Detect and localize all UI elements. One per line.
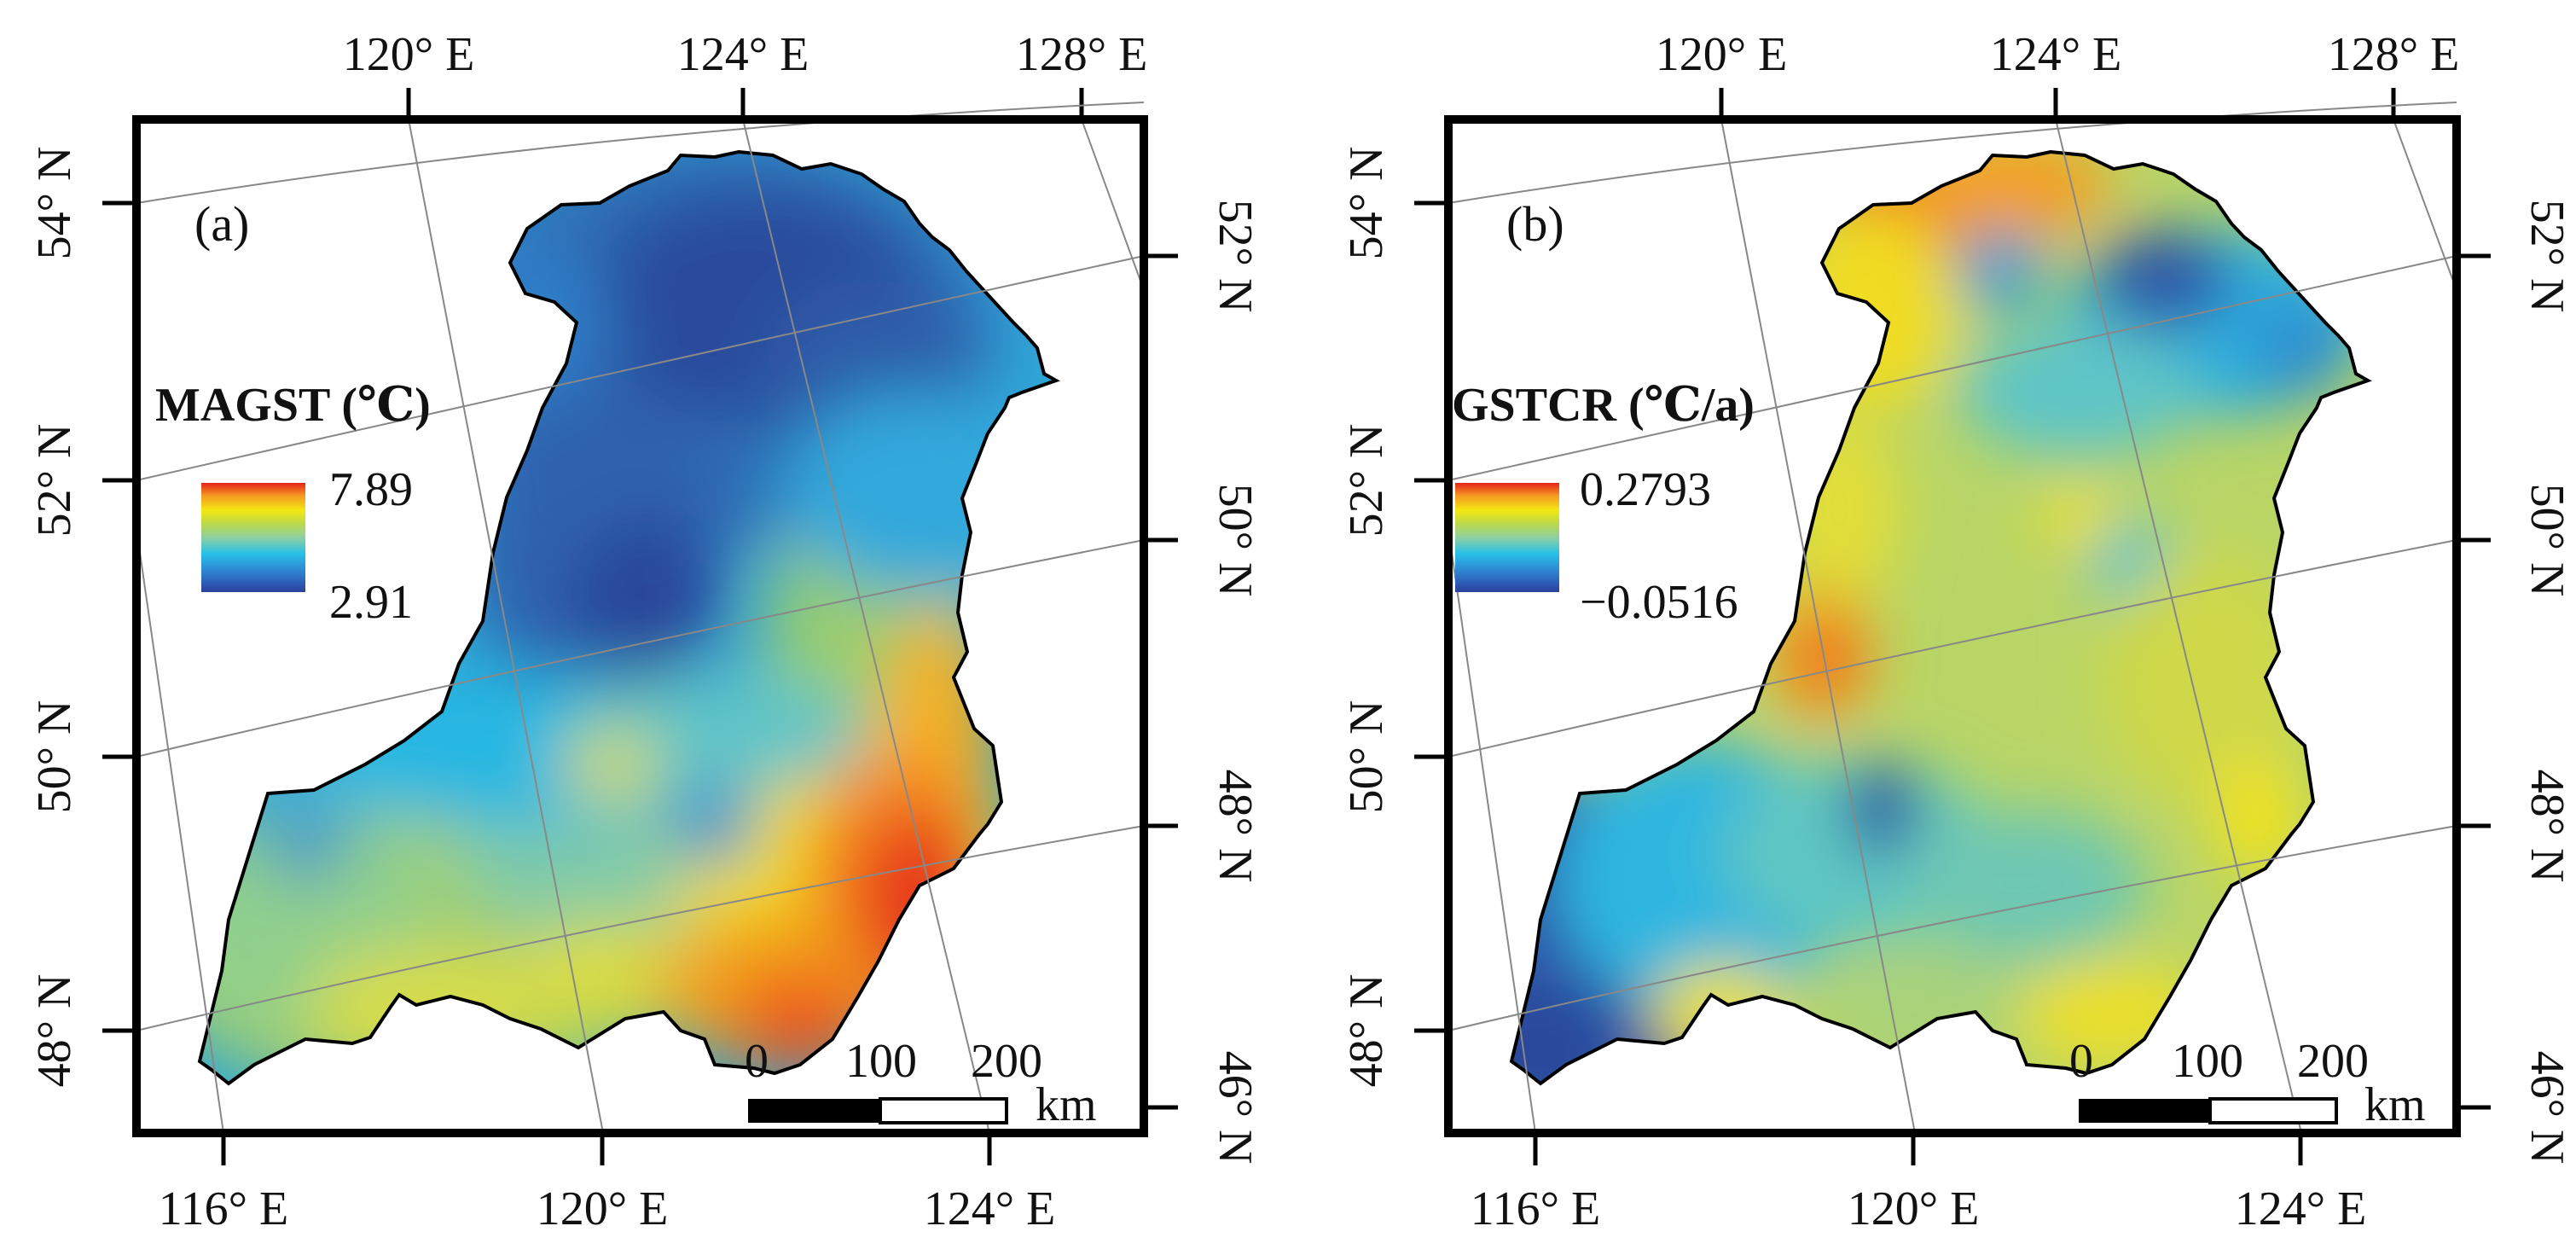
bottom-tick-label: 124° E xyxy=(2235,1182,2367,1235)
legend-title: GSTCR (℃/a) xyxy=(1452,379,1755,432)
scale-bar: 0 100 200 km xyxy=(2069,1035,2426,1131)
left-tick-label: 50° N xyxy=(1340,700,1393,814)
scale-bar: 0 100 200 km xyxy=(745,1035,1097,1131)
scale-label: 0 xyxy=(2069,1035,2093,1088)
scale-label: 200 xyxy=(2297,1035,2369,1088)
left-tick-label: 50° N xyxy=(28,700,81,814)
right-tick-label: 46° N xyxy=(2521,1051,2573,1165)
graticule xyxy=(136,102,1145,1134)
panel-label: (a) xyxy=(194,196,249,252)
color-ramp xyxy=(1455,483,1559,592)
bottom-tick-label: 116° E xyxy=(159,1182,289,1235)
scale-label: 0 xyxy=(745,1035,769,1088)
scale-unit: km xyxy=(1036,1078,1097,1131)
map-b xyxy=(1510,150,2370,1085)
panel-label: (b) xyxy=(1506,196,1564,252)
gstcr-raster xyxy=(1511,152,2368,1084)
color-ramp xyxy=(201,483,305,592)
right-tick-label: 48° N xyxy=(2521,770,2573,883)
top-tick-label: 120° E xyxy=(1656,28,1788,81)
bottom-tick-label: 116° E xyxy=(1471,1182,1601,1235)
right-tick-label: 52° N xyxy=(2521,200,2573,313)
map-a xyxy=(198,150,1058,1085)
magst-raster xyxy=(200,152,1056,1084)
map-frame xyxy=(1444,115,2461,1137)
right-tick-label: 52° N xyxy=(1209,200,1262,313)
scale-label: 200 xyxy=(971,1035,1042,1088)
right-tick-label: 48° N xyxy=(1209,770,1262,883)
top-tick-label: 124° E xyxy=(677,28,809,81)
panel-a: 120° E 124° E 128° E 116° E 120° E 124° … xyxy=(28,28,1262,1235)
right-tick-label: 50° N xyxy=(1209,484,1262,597)
left-tick-label: 54° N xyxy=(1340,147,1393,260)
left-tick-label: 52° N xyxy=(1340,424,1393,537)
legend: MAGST (℃) 7.89 2.91 xyxy=(155,379,431,629)
right-tick-label: 46° N xyxy=(1209,1051,1262,1165)
top-tick-label: 120° E xyxy=(343,28,475,81)
bottom-tick-label: 120° E xyxy=(537,1182,669,1235)
bottom-tick-label: 124° E xyxy=(924,1182,1056,1235)
legend-title: MAGST (℃) xyxy=(155,379,431,432)
left-tick-label: 48° N xyxy=(1340,974,1393,1088)
legend: GSTCR (℃/a) 0.2793 −0.0516 xyxy=(1452,379,1755,629)
top-tick-label: 128° E xyxy=(1016,28,1148,81)
panel-b: 120° E 124° E 128° E 116° E 120° E 124° … xyxy=(1340,28,2573,1235)
top-tick-label: 128° E xyxy=(2328,28,2460,81)
legend-min: 2.91 xyxy=(329,576,413,629)
right-tick-label: 50° N xyxy=(2521,484,2573,597)
legend-max: 7.89 xyxy=(329,463,413,516)
scale-label: 100 xyxy=(2172,1035,2243,1088)
legend-max: 0.2793 xyxy=(1580,463,1711,516)
map-frame xyxy=(132,115,1148,1137)
left-tick-label: 48° N xyxy=(28,974,81,1088)
left-tick-label: 54° N xyxy=(28,147,81,260)
left-tick-label: 52° N xyxy=(28,424,81,537)
scale-label: 100 xyxy=(845,1035,917,1088)
bottom-tick-label: 120° E xyxy=(1848,1182,1980,1235)
legend-min: −0.0516 xyxy=(1580,576,1738,629)
scale-unit: km xyxy=(2364,1078,2426,1131)
top-tick-label: 124° E xyxy=(1990,28,2122,81)
